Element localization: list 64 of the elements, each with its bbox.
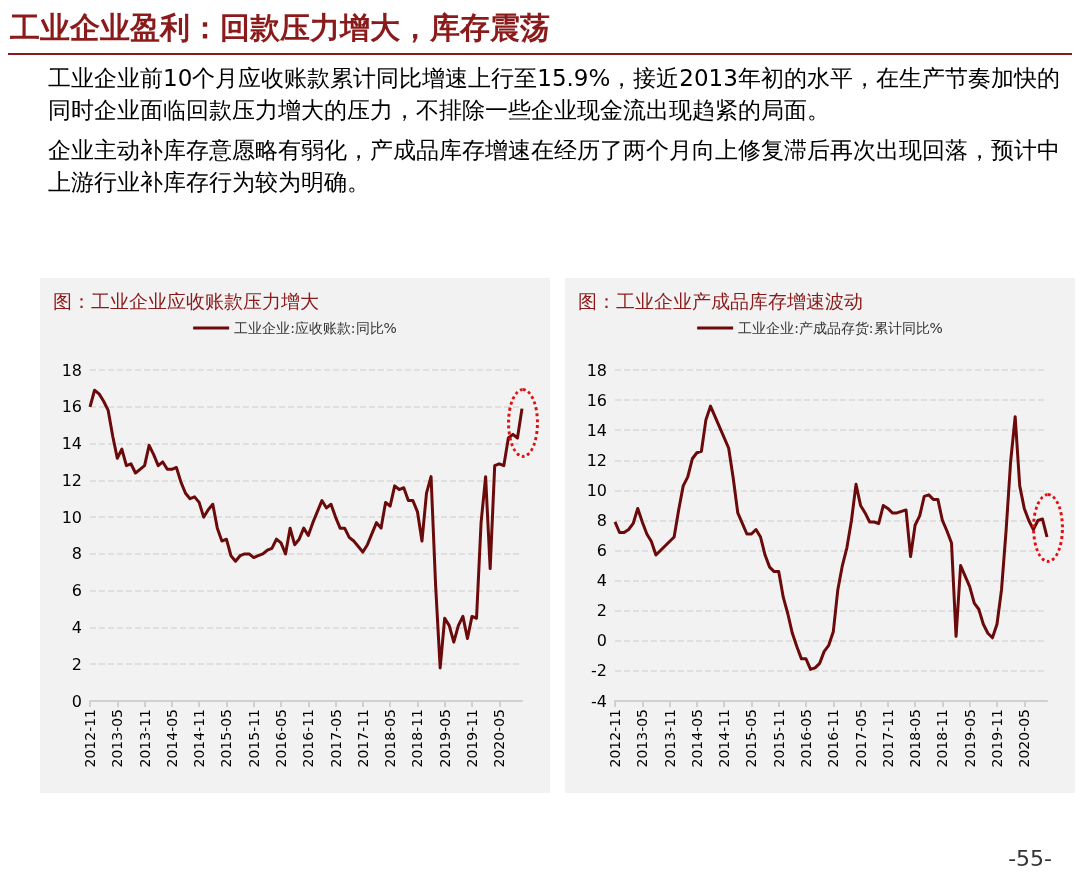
legend-label: 工业企业:应收账款:同比%	[234, 320, 397, 336]
x-tick-label: 2012-11	[607, 709, 623, 768]
y-tick-label: 12	[586, 450, 607, 470]
y-tick-label: -2	[591, 661, 607, 681]
y-tick-label: 16	[61, 397, 82, 417]
y-tick-label: 8	[596, 510, 607, 530]
x-tick-label: 2012-11	[82, 709, 98, 768]
y-tick-label: 14	[61, 434, 82, 454]
x-tick-label: 2018-11	[934, 709, 951, 768]
y-tick-label: 14	[586, 420, 607, 440]
x-tick-label: 2020-05	[1016, 709, 1033, 768]
x-tick-label: 2018-05	[382, 709, 399, 768]
x-tick-label: 2013-05	[634, 709, 651, 768]
text: 工业企业盈利：回款压力增大，库存震荡	[9, 9, 551, 47]
y-tick-label: 4	[596, 571, 607, 591]
x-tick-label: 2015-05	[218, 709, 235, 768]
x-tick-label: 2017-05	[852, 709, 869, 768]
x-tick-label: 2016-11	[300, 709, 317, 768]
text: 企业主动补库存意愿略有弱化，产成品库存增速在经历了两个月向上修复滞后再次出现回落，预计中上游行业补库存行为较为明确。	[48, 136, 1061, 197]
x-tick-label: 2018-11	[409, 709, 426, 768]
chart-title: 图：工业企业应收账款压力增大	[53, 289, 319, 312]
y-tick-label: 18	[61, 360, 82, 380]
y-tick-label: 6	[71, 581, 82, 601]
y-tick-label: 4	[71, 617, 82, 637]
x-tick-label: 2018-05	[907, 709, 924, 768]
x-tick-label: 2015-11	[245, 709, 262, 768]
x-tick-label: 2017-11	[879, 709, 896, 768]
legend-label: 工业企业:产成品存货:累计同比%	[738, 320, 943, 336]
line-series	[613, 404, 1049, 671]
y-tick-label: 16	[586, 390, 607, 410]
x-tick-label: 2014-05	[163, 709, 180, 768]
y-tick-label: -4	[591, 691, 607, 711]
y-tick-label: 8	[71, 544, 82, 564]
y-tick-label: 0	[71, 691, 82, 711]
y-tick-label: 12	[61, 470, 82, 490]
x-tick-label: 2014-05	[688, 709, 705, 768]
x-tick-label: 2019-05	[436, 709, 453, 768]
x-tick-label: 2015-05	[743, 709, 760, 768]
x-tick-label: 2016-05	[272, 709, 289, 768]
y-tick-label: 10	[61, 507, 82, 527]
x-tick-label: 2020-05	[491, 709, 508, 768]
x-tick-label: 2019-11	[463, 709, 480, 768]
x-tick-label: 2016-05	[797, 709, 814, 768]
y-tick-label: 2	[596, 601, 607, 621]
x-tick-label: 2016-11	[825, 709, 842, 768]
y-tick-label: 10	[586, 480, 607, 500]
x-tick-label: 2014-11	[191, 709, 208, 768]
x-tick-label: 2013-05	[109, 709, 126, 768]
y-tick-label: 6	[596, 541, 607, 561]
x-tick-label: 2017-05	[327, 709, 344, 768]
x-tick-label: 2017-11	[354, 709, 371, 768]
x-tick-label: 2019-05	[961, 709, 978, 768]
y-tick-label: 18	[586, 360, 607, 380]
x-tick-label: 2015-11	[770, 709, 787, 768]
text: -55-	[1008, 846, 1052, 871]
x-tick-label: 2013-11	[661, 709, 678, 768]
y-tick-label: 0	[596, 631, 607, 651]
chart-title: 图：工业企业产成品库存增速波动	[578, 289, 863, 312]
y-tick-label: 2	[71, 654, 82, 674]
line-series	[88, 388, 524, 670]
x-tick-label: 2019-11	[988, 709, 1005, 768]
text: 工业企业前10个月应收账款累计同比增速上行至15.9%，接近2013年初的水平，在生产节奏加快的同时企业面临回款压力增大的压力，不排除一些企业现金流出现趋紧的局面。	[48, 64, 1061, 125]
x-tick-label: 2013-11	[136, 709, 153, 768]
x-tick-label: 2014-11	[716, 709, 733, 768]
